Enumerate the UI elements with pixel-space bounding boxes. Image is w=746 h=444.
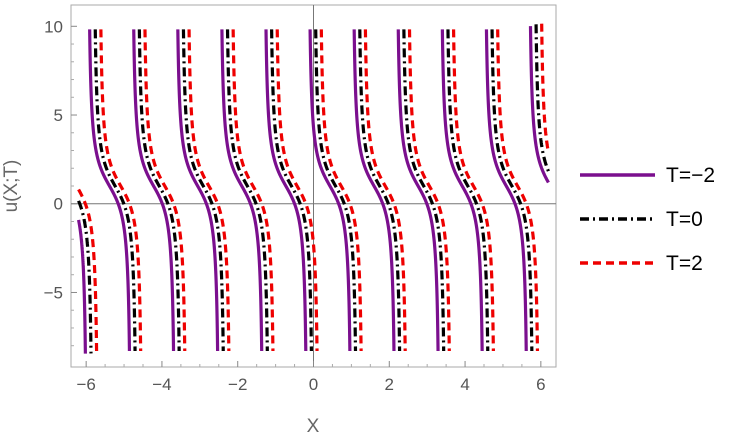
series-0-branch bbox=[352, 29, 396, 351]
x-tick-label: 2 bbox=[385, 375, 394, 394]
series-0-branch bbox=[264, 29, 308, 351]
legend: T=−2 T=0 T=2 bbox=[580, 164, 715, 275]
y-tick-label: −5 bbox=[44, 283, 63, 302]
series-2-branch bbox=[319, 29, 363, 351]
series-0-branch bbox=[308, 29, 352, 351]
x-tick-label: −2 bbox=[228, 375, 247, 394]
y-axis-title: u(X;T) bbox=[1, 160, 22, 213]
y-tick-label: 5 bbox=[54, 106, 63, 125]
series-2-branch bbox=[540, 23, 550, 153]
series-0-branch bbox=[440, 29, 484, 351]
series-0-branch bbox=[77, 219, 87, 354]
series-2-branch bbox=[363, 29, 407, 351]
series-0-branch bbox=[176, 29, 220, 351]
x-tick-label: −4 bbox=[152, 375, 171, 394]
series-2-branch bbox=[407, 29, 451, 351]
series-0-branch bbox=[88, 29, 132, 351]
series-1-branch bbox=[93, 29, 137, 351]
y-tick-label: 0 bbox=[54, 195, 63, 214]
legend-label: T=2 bbox=[666, 252, 703, 275]
series-1-branch bbox=[446, 29, 490, 351]
series-1-branch bbox=[137, 29, 181, 351]
series-0-branch bbox=[484, 29, 528, 351]
series-2-branch bbox=[451, 29, 495, 351]
series-1-branch bbox=[77, 200, 93, 354]
series-1-branch bbox=[225, 29, 269, 351]
legend-label: T=−2 bbox=[666, 164, 715, 187]
series-1-branch bbox=[270, 29, 313, 351]
series-2-branch bbox=[77, 188, 99, 354]
x-tick-label: 4 bbox=[460, 375, 469, 394]
series-1-branch bbox=[358, 29, 402, 351]
y-tick-label: 10 bbox=[44, 17, 63, 36]
series-2-branch bbox=[275, 29, 319, 351]
series-2-branch bbox=[231, 29, 275, 351]
series-1-branch bbox=[402, 29, 446, 351]
x-axis-title: X bbox=[307, 416, 320, 437]
series-0-branch bbox=[396, 29, 440, 351]
x-tick-label: 6 bbox=[536, 375, 545, 394]
series-2-branch bbox=[496, 29, 540, 351]
x-tick-label: 0 bbox=[309, 375, 318, 394]
series-1-branch bbox=[181, 29, 225, 351]
series-1-branch bbox=[534, 24, 550, 172]
series-0-branch bbox=[132, 29, 176, 351]
legend-label: T=0 bbox=[666, 208, 703, 231]
series-2-branch bbox=[143, 29, 187, 351]
series-0-branch bbox=[528, 26, 550, 184]
series-0-branch bbox=[220, 29, 264, 351]
series-2-branch bbox=[99, 29, 143, 351]
series-2-branch bbox=[187, 29, 231, 351]
series-1-branch bbox=[490, 29, 534, 351]
series-1-branch bbox=[314, 29, 358, 351]
x-tick-label: −6 bbox=[76, 375, 95, 394]
